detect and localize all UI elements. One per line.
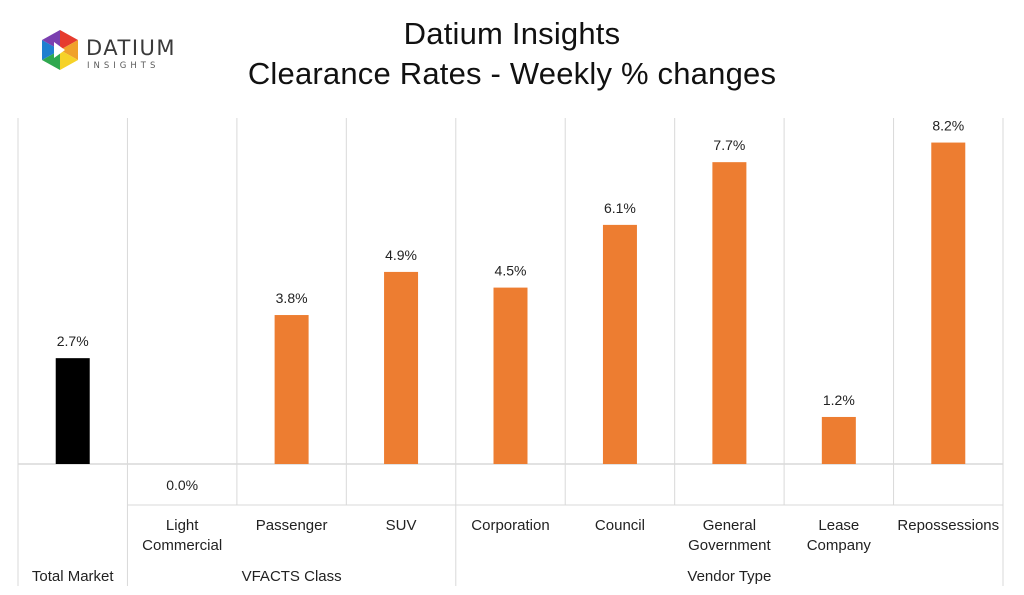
bar-total-market	[55, 358, 90, 464]
bar-general-government	[712, 162, 747, 464]
bar-repossessions	[931, 142, 966, 464]
category-label: Lease	[818, 517, 859, 534]
category-label: General	[703, 517, 756, 534]
data-label: 6.1%	[604, 200, 636, 216]
category-label: SUV	[386, 517, 417, 534]
bar-council	[602, 224, 637, 464]
category-label: Light	[166, 517, 199, 534]
logo-hexagon-icon	[42, 30, 78, 70]
bar-lease-company	[821, 416, 856, 464]
data-label: 4.5%	[495, 263, 527, 279]
group-label: Vendor Type	[687, 568, 771, 585]
data-label: 4.9%	[385, 247, 417, 263]
category-label: Repossessions	[897, 517, 999, 534]
data-label: 3.8%	[276, 290, 308, 306]
category-label: Corporation	[471, 517, 549, 534]
group-label: VFACTS Class	[242, 568, 342, 585]
chart-title-line-2: Clearance Rates - Weekly % changes	[247, 56, 777, 91]
logo-word: DATIUM	[86, 36, 176, 60]
chart-title-line-1: Datium Insights	[403, 16, 621, 51]
logo-subword: INSIGHTS	[87, 61, 159, 71]
data-label: 2.7%	[57, 333, 89, 349]
category-label: Commercial	[142, 537, 222, 554]
bar-corporation	[493, 287, 528, 464]
category-label: Council	[595, 517, 645, 534]
data-label: 1.2%	[823, 392, 855, 408]
category-label: Company	[807, 537, 872, 554]
data-label: 0.0%	[166, 477, 198, 493]
category-label: Passenger	[256, 517, 328, 534]
data-label: 8.2%	[932, 118, 964, 134]
bar-suv	[384, 271, 419, 464]
category-label: Government	[688, 537, 771, 554]
group-label: Total Market	[32, 568, 115, 585]
data-label: 7.7%	[713, 137, 745, 153]
datium-logo: DATIUM INSIGHTS	[42, 30, 176, 71]
bar-passenger	[274, 315, 309, 464]
